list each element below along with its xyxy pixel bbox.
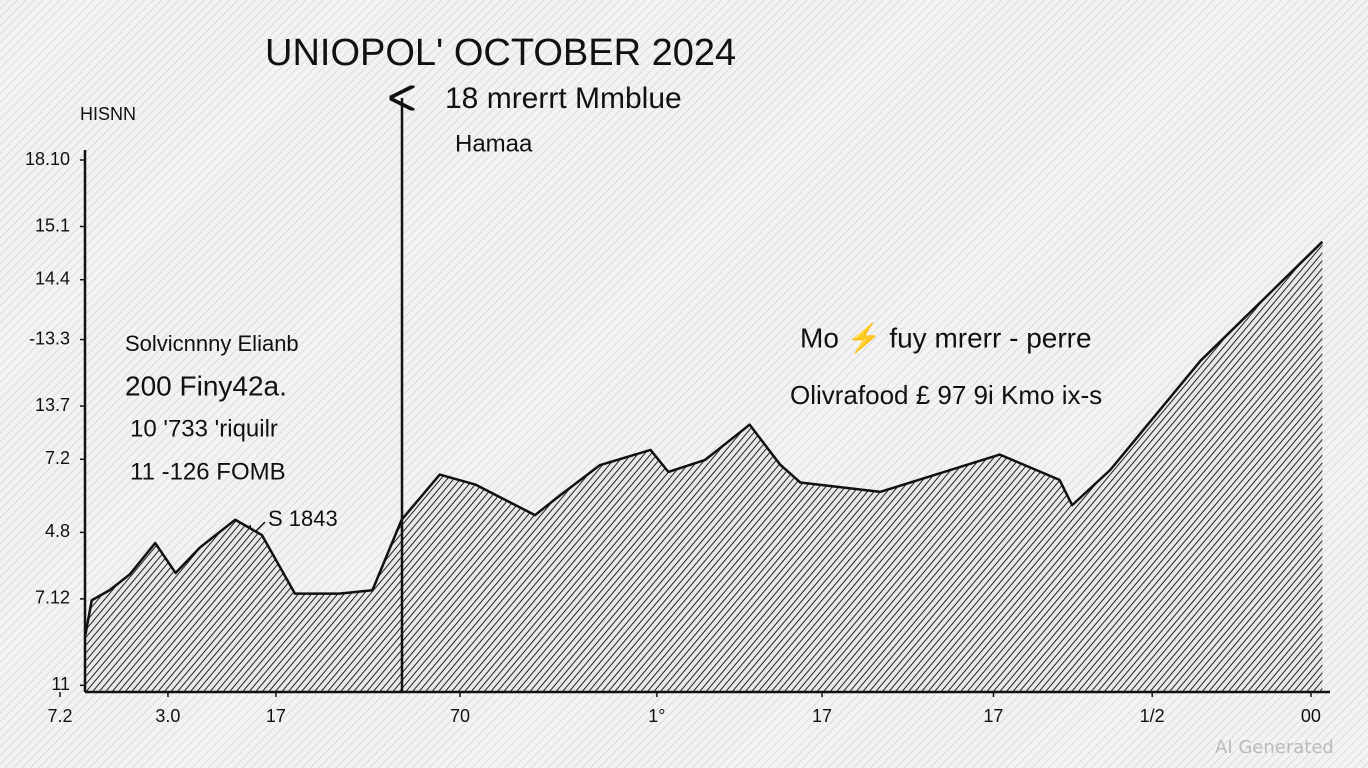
- x-tick-label: 17: [266, 706, 286, 726]
- watermark: AI Generated: [1215, 737, 1334, 758]
- x-tick-label: 17: [812, 706, 832, 726]
- y-tick-label: -13.3: [29, 328, 70, 348]
- y-tick-label: 4.8: [45, 521, 70, 541]
- annotation: Mo ⚡ fuy mrerr - perre: [800, 321, 1092, 354]
- y-tick-label: 14.4: [35, 268, 70, 288]
- annotation: S 1843: [268, 506, 338, 531]
- x-tick-label: 17: [983, 706, 1003, 726]
- y-tick-label: 7.2: [45, 448, 70, 468]
- annotation: Solvicnnny Elianb: [125, 331, 299, 356]
- y-axis-label: HISNN: [80, 104, 136, 124]
- x-tick-label: 70: [450, 706, 470, 726]
- annotation: Olivrafood £ 97 9i Kmo ix-s: [790, 380, 1102, 410]
- area: [85, 241, 1323, 693]
- subtitle: Hamaa: [455, 130, 533, 157]
- plot: 11 7.12 4.8 7.2 13.7 -13.3 14.4 15.1 18.10 7.2 3.0…: [25, 149, 1330, 726]
- line: [84, 240, 1324, 636]
- annotation: 200 Finy42a.: [125, 370, 287, 401]
- x-tick-label: 3.0: [155, 706, 180, 726]
- y-tick-label: 18.10: [25, 149, 70, 169]
- annotation: 10 '733 'riquilr: [130, 415, 278, 442]
- y-tick-label: 13.7: [35, 395, 70, 415]
- chart-title: UNIOPOL' OCTOBER 2024: [265, 32, 736, 74]
- x-tick-label: 00: [1301, 706, 1321, 726]
- subtitle: 18 mrerrt Mmblue: [445, 82, 682, 115]
- y-tick-label: 11: [51, 674, 70, 694]
- y-tick-label: 15.1: [35, 215, 70, 235]
- y-tick-label: 7.12: [35, 588, 70, 608]
- x-tick-label: 1°: [648, 706, 665, 726]
- annotation: 11 -126 FOMB: [130, 458, 286, 485]
- x-tick-label: 7.2: [47, 706, 72, 726]
- x-tick-label: 1/2: [1140, 706, 1165, 726]
